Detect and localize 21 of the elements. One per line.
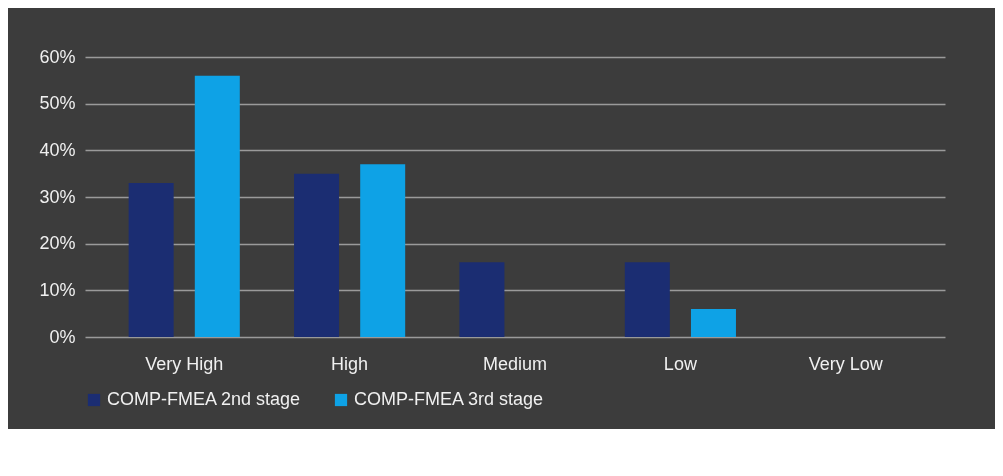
y-tick-label: 20%	[39, 233, 76, 254]
y-tick-label: 30%	[39, 186, 76, 207]
y-tick-label: 50%	[39, 93, 76, 114]
x-tick-label: Low	[663, 353, 698, 374]
y-tick-label: 0%	[49, 326, 76, 347]
bar	[459, 262, 505, 337]
x-tick-label: High	[331, 353, 369, 374]
bar	[128, 183, 174, 337]
y-tick-label: 60%	[39, 46, 76, 67]
y-tick-label: 10%	[39, 279, 76, 300]
x-tick-label: Very Low	[808, 353, 884, 374]
bar	[294, 173, 340, 337]
legend-label: COMP-FMEA 3rd stage	[354, 389, 544, 409]
bar	[624, 262, 670, 337]
legend-label: COMP-FMEA 2nd stage	[107, 389, 301, 409]
bar	[194, 75, 240, 337]
x-tick-label: Medium	[482, 353, 548, 374]
bar	[360, 164, 406, 337]
bar	[690, 309, 736, 337]
x-tick-label: Very High	[145, 353, 224, 374]
y-tick-label: 40%	[39, 139, 76, 160]
